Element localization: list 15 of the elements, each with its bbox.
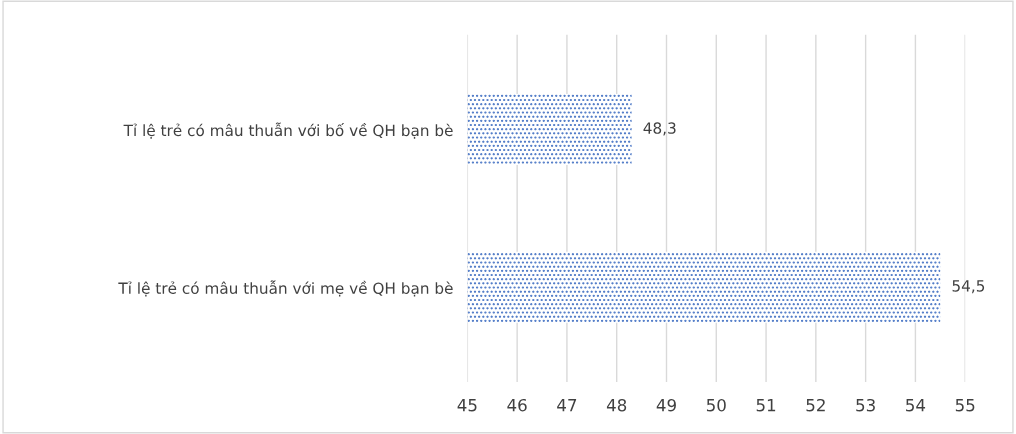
x-tick-label: 51 [756, 399, 776, 412]
x-tick-label: 47 [557, 399, 577, 412]
data-label: 54,5 [952, 280, 985, 294]
x-tick-label: 46 [507, 398, 527, 412]
x-tick-label: 52 [806, 398, 825, 412]
x-tick-label: 53 [856, 398, 875, 412]
x-tick-label: 45 [457, 399, 477, 412]
x-tick-label: 49 [656, 398, 676, 412]
x-tick-label: 48 [606, 398, 627, 412]
x-tick-label: 55 [955, 399, 975, 412]
x-tick-label: 54 [906, 399, 926, 412]
data-label: 48,3 [643, 122, 676, 136]
y-tick-label: Tỉ lệ trẻ có mâu thuẫn với mẹ về QH bạn bè [118, 280, 453, 297]
y-tick-label: Tỉ lệ trẻ có mâu thuẫn với bố về QH bạn bè [123, 122, 453, 139]
x-tick-label: 50 [706, 398, 726, 412]
